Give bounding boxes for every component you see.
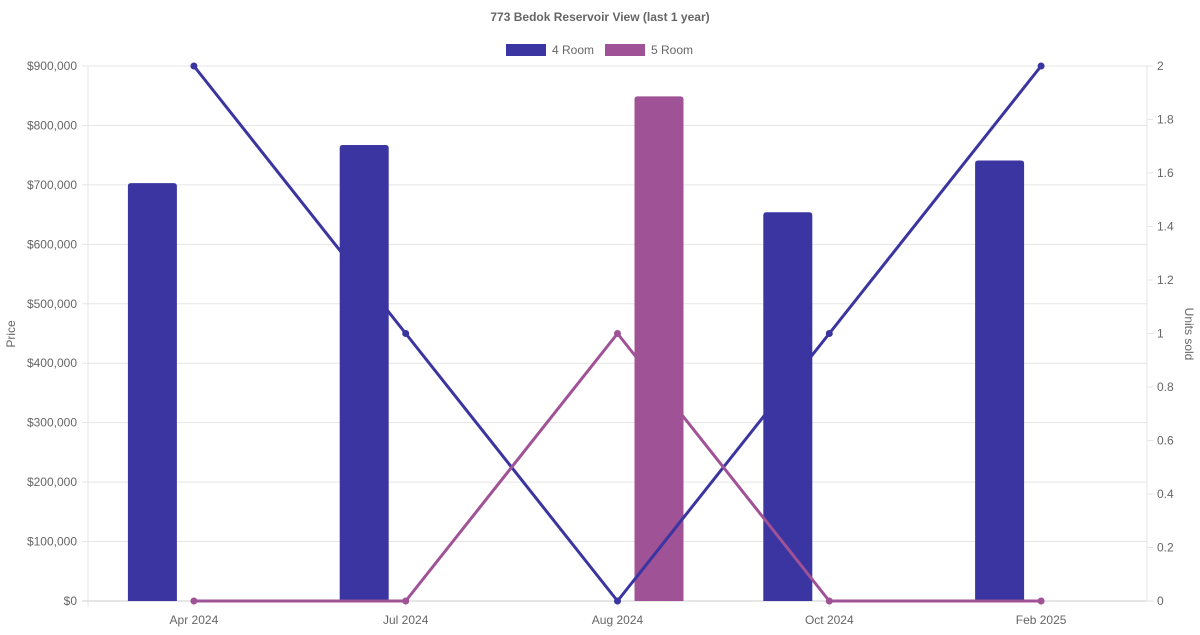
y-tick-label-left: $700,000: [27, 178, 77, 192]
legend-swatch: [506, 44, 546, 56]
y-axis-left: $0 $100,000 $200,000 $300,000 $400,000 $500,0…: [27, 59, 77, 608]
y-tick-label-right: 0.2: [1157, 541, 1174, 555]
bar-series-1: [975, 160, 1025, 601]
y-tick-label-left: $500,000: [27, 297, 77, 311]
line-point-series-1: [402, 330, 410, 337]
line-point-series-2: [614, 330, 621, 337]
y-tick-label-right: 1.6: [1157, 166, 1174, 180]
legend: 4 Room 5 Room: [506, 43, 693, 57]
y-tick-label-left: $100,000: [27, 535, 77, 549]
bars: [127, 96, 1025, 602]
legend-label: 5 Room: [651, 43, 693, 57]
y-tick-label-left: $200,000: [27, 475, 77, 489]
y-tick-label-right: 1.8: [1157, 113, 1174, 127]
legend-swatch: [605, 44, 645, 56]
x-tick-label: Apr 2024: [170, 613, 219, 627]
y-tick-label-left: $400,000: [27, 356, 77, 370]
bar-series-1: [763, 212, 813, 601]
y-tick-label-right: 2: [1157, 59, 1164, 73]
bar-series-1: [127, 183, 177, 601]
bar-series-2: [634, 96, 684, 602]
y-tick-label-right: 0.6: [1157, 434, 1174, 448]
chart-title: 773 Bedok Reservoir View (last 1 year): [490, 10, 709, 24]
grid-lines: [82, 65, 1148, 607]
y-tick-label-right: 0.8: [1157, 380, 1174, 394]
line-point-series-1: [614, 597, 621, 605]
x-axis: Apr 2024 Jul 2024 Aug 2024 Oct 2024 Feb 2025: [170, 601, 1067, 627]
x-tick-label: Jul 2024: [383, 613, 429, 627]
y-tick-label-left: $600,000: [27, 237, 77, 251]
line-point-series-2: [190, 597, 198, 605]
y-tick-label-left: $900,000: [27, 59, 77, 73]
bar-series-1: [339, 145, 389, 602]
x-tick-label: Aug 2024: [592, 613, 644, 627]
line-point-series-2: [402, 597, 410, 605]
y-tick-label-right: 1: [1157, 327, 1164, 341]
line-point-series-1: [825, 330, 833, 337]
line-series-2: [193, 332, 1042, 603]
y-tick-label-left: $300,000: [27, 416, 77, 430]
y-tick-label-right: 1.2: [1157, 273, 1174, 287]
y-tick-label-right: 0.4: [1157, 487, 1174, 501]
line-point-series-2: [825, 597, 833, 605]
lines: [190, 62, 1045, 605]
y-axis-title-left: Price: [4, 320, 18, 348]
legend-label: 4 Room: [552, 43, 594, 57]
x-tick-label: Feb 2025: [1016, 613, 1067, 627]
y-tick-label-right: 0: [1157, 594, 1164, 608]
y-tick-label-left: $0: [64, 594, 78, 608]
line-point-series-1: [1037, 62, 1045, 70]
y-axis-title-right: Units sold: [1182, 308, 1196, 361]
y-tick-label-right: 1.4: [1157, 220, 1174, 234]
line-point-series-1: [190, 62, 198, 70]
x-tick-label: Oct 2024: [805, 613, 854, 627]
y-axis-right: 0 0.2 0.4 0.6 0.8 1 1.2 1.4 1.6 1.8 2: [1147, 59, 1174, 608]
y-tick-label-left: $800,000: [27, 118, 77, 132]
line-point-series-2: [1037, 597, 1045, 605]
